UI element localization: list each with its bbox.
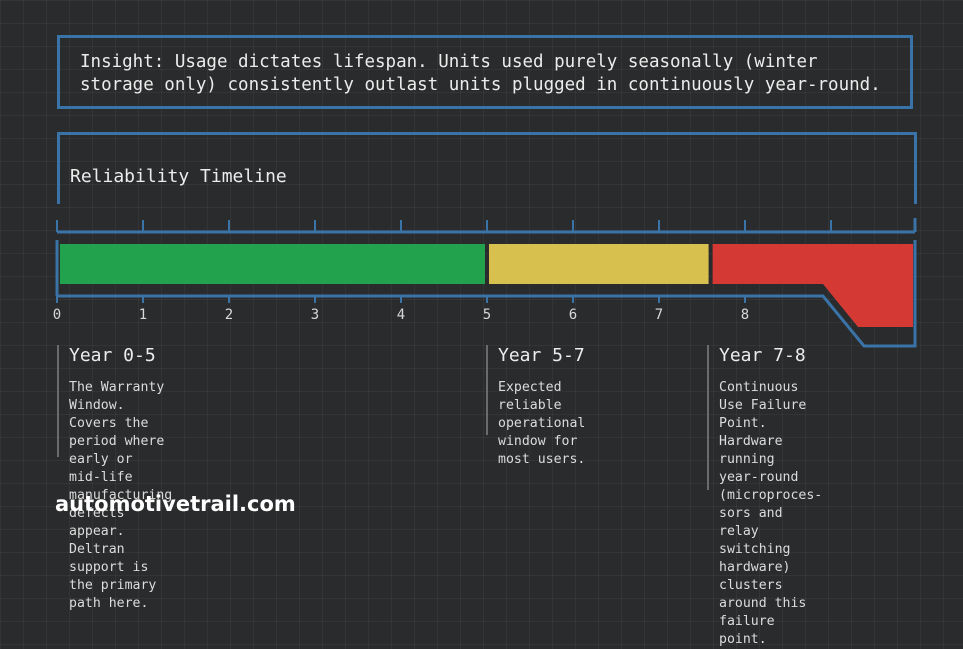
section-divider — [57, 345, 59, 457]
timeline-frame — [57, 132, 917, 204]
section-title: Year 5-7 — [498, 345, 585, 366]
timeline-title: Reliability Timeline — [70, 166, 287, 187]
axis-tick-label: 5 — [483, 307, 491, 323]
section-title: Year 0-5 — [69, 345, 156, 366]
axis-tick-label: 1 — [139, 307, 147, 323]
timeline-segments — [60, 244, 913, 327]
timeline-frame-lines — [56, 218, 917, 234]
section-title: Year 7-8 — [719, 345, 806, 366]
section-divider — [486, 345, 488, 435]
bar-segment-year-0-5 — [60, 244, 485, 284]
section-divider — [707, 345, 709, 490]
axis-tick-label: 8 — [741, 307, 749, 323]
axis-tick-label: 3 — [311, 307, 319, 323]
timeline-chart: 0 1 2 3 4 5 6 7 8 — [53, 218, 917, 348]
insight-text: Insight: Usage dictates lifespan. Units … — [80, 52, 881, 95]
axis-tick-label: 6 — [569, 307, 577, 323]
axis-tick-label: 7 — [655, 307, 663, 323]
section-description: Expected reliable operational window for… — [498, 380, 586, 467]
section-description: Continuous Use Failure Point. Hardware r… — [719, 380, 823, 647]
axis-tick-label: 4 — [397, 307, 405, 323]
insight-box: Insight: Usage dictates lifespan. Units … — [57, 35, 913, 109]
axis-line — [57, 240, 917, 348]
watermark-text: automotivetrail.com — [55, 492, 296, 516]
timeline-axis: 0 1 2 3 4 5 6 7 8 — [53, 240, 917, 348]
bar-segment-year-7-8 — [712, 244, 913, 327]
axis-tick-label: 2 — [225, 307, 233, 323]
axis-tick-label: 0 — [53, 307, 61, 323]
bar-segment-year-5-7 — [489, 244, 709, 284]
